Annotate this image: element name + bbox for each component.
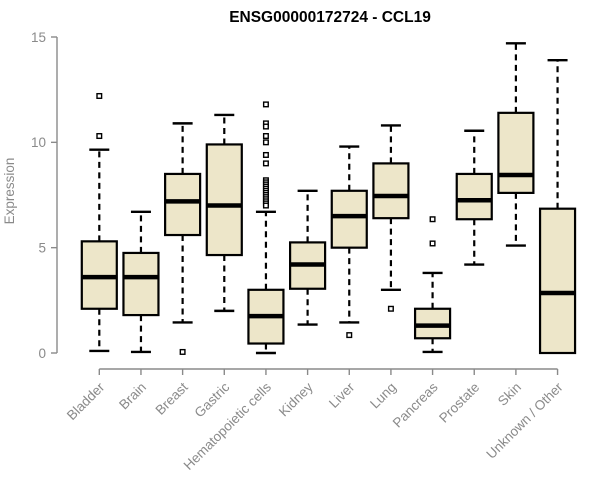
- box-prostate: [455, 172, 493, 221]
- outlier-bladder: [96, 133, 103, 140]
- outlier-lung: [387, 305, 394, 312]
- outlier-pancreas: [429, 240, 436, 247]
- outlier-hematopoietic-cells: [262, 133, 269, 140]
- y-tick-label: 0: [38, 346, 46, 361]
- outlier-hematopoietic-cells: [262, 101, 269, 108]
- y-axis-label: Expression: [2, 158, 17, 225]
- x-tick-label-lung: Lung: [367, 380, 399, 412]
- outlier-pancreas: [429, 216, 436, 223]
- x-tick-label-breast: Breast: [153, 379, 191, 417]
- x-tick-label-prostate: Prostate: [436, 380, 482, 426]
- box-skin: [497, 111, 535, 194]
- outlier-hematopoietic-cells: [262, 160, 269, 167]
- x-tick-label-gastric: Gastric: [192, 379, 233, 420]
- outlier-bladder: [96, 92, 103, 99]
- outlier-breast: [179, 348, 186, 355]
- outlier-hematopoietic-cells: [262, 202, 269, 209]
- x-tick-label-brain: Brain: [116, 380, 149, 413]
- x-tick-label-skin: Skin: [495, 380, 524, 409]
- chart-title: ENSG00000172724 - CCL19: [229, 9, 431, 26]
- x-tick-label-unknown-other: Unknown / Other: [483, 379, 566, 462]
- outlier-hematopoietic-cells: [262, 139, 269, 146]
- x-tick-label-bladder: Bladder: [64, 379, 108, 423]
- x-tick-label-pancreas: Pancreas: [390, 379, 441, 430]
- x-tick-label-kidney: Kidney: [276, 379, 316, 419]
- y-tick-label: 15: [31, 30, 46, 45]
- box-breast: [164, 172, 202, 237]
- box-gastric: [205, 143, 243, 257]
- box-unknown-other: [538, 207, 577, 355]
- outlier-hematopoietic-cells: [262, 123, 269, 130]
- y-tick-label: 5: [38, 240, 46, 255]
- outlier-hematopoietic-cells: [262, 151, 269, 158]
- box-lung: [372, 162, 410, 220]
- box-brain: [122, 251, 160, 317]
- box-liver: [330, 189, 368, 249]
- x-tick-label-liver: Liver: [326, 379, 358, 411]
- y-tick-label: 10: [31, 135, 46, 150]
- outlier-liver: [346, 332, 353, 339]
